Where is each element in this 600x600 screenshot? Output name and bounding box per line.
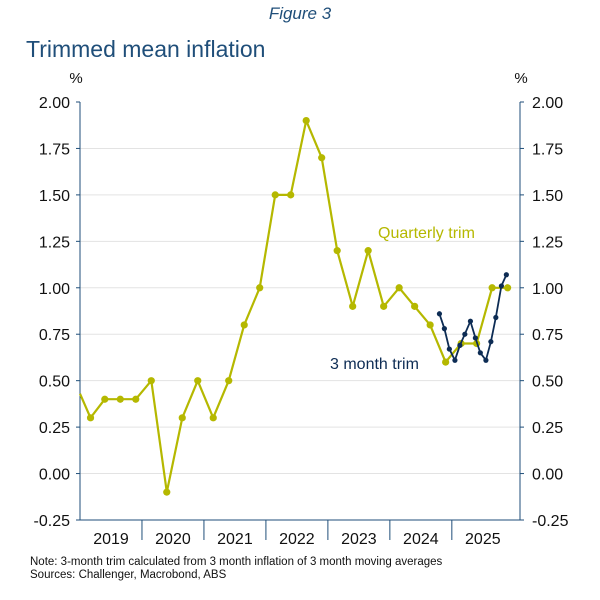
y-tick-label-right: 2.00 (532, 95, 563, 112)
y-axis-unit-left: % (69, 70, 82, 87)
y-tick-label-right: 1.00 (532, 281, 563, 298)
data-point-3-month-trim (462, 331, 468, 337)
y-tick-label-right: 1.75 (532, 141, 563, 158)
x-tick-label: 2023 (341, 531, 377, 548)
data-point-quarterly-trim (225, 377, 233, 385)
data-point-quarterly-trim (411, 302, 419, 310)
data-point-quarterly-trim (101, 395, 109, 403)
x-tick-label: 2020 (155, 531, 191, 548)
data-point-quarterly-trim (364, 247, 372, 255)
x-tick-label: 2021 (217, 531, 253, 548)
data-point-quarterly-trim (349, 302, 357, 310)
data-point-quarterly-trim (132, 395, 140, 403)
data-point-quarterly-trim (333, 247, 341, 255)
data-point-3-month-trim (483, 357, 489, 363)
data-point-quarterly-trim (163, 488, 171, 496)
figure-label: Figure 3 (268, 4, 332, 23)
series-label-quarterly-trim: Quarterly trim (378, 225, 475, 242)
y-tick-label-left: 1.25 (39, 234, 70, 251)
y-tick-label-right: 0.25 (532, 420, 563, 437)
data-point-quarterly-trim (116, 395, 124, 403)
data-point-quarterly-trim (318, 154, 326, 162)
data-point-quarterly-trim (302, 116, 310, 125)
data-point-3-month-trim (472, 335, 478, 341)
data-point-3-month-trim (503, 272, 509, 278)
y-tick-label-left: 1.75 (39, 141, 70, 158)
series (78, 116, 512, 496)
data-point-quarterly-trim (504, 284, 512, 292)
y-tick-label-left: 0.50 (39, 374, 70, 391)
data-point-quarterly-trim (287, 191, 295, 199)
data-point-3-month-trim (457, 342, 463, 348)
note-text: Note: 3-month trim calculated from 3 mon… (30, 556, 443, 568)
x-tick-label: 2024 (403, 531, 439, 548)
data-point-3-month-trim (441, 326, 447, 332)
data-point-3-month-trim (488, 339, 494, 345)
y-tick-label-right: -0.25 (532, 513, 569, 530)
data-point-quarterly-trim (426, 321, 434, 329)
y-tick-label-left: 0.00 (39, 467, 70, 484)
x-tick-label: 2022 (279, 531, 315, 548)
data-point-3-month-trim (477, 350, 483, 356)
axes (76, 101, 524, 540)
tick-labels: 2.00 2.00 1.75 1.75 1.50 1.50 1.25 1.25 1.00 1.00… (34, 95, 569, 548)
sources-text: Sources: Challenger, Macrobond, ABS (30, 569, 227, 581)
data-point-quarterly-trim (209, 414, 217, 422)
x-tick-label: 2025 (465, 531, 501, 548)
y-tick-label-right: 0.00 (532, 467, 563, 484)
data-point-quarterly-trim (380, 302, 388, 310)
y-axis-unit-right: % (514, 70, 527, 87)
y-tick-label-left: -0.25 (34, 513, 71, 530)
line-chart: 2.00 2.00 1.75 1.75 1.50 1.50 1.25 1.25 1.00 1.00… (34, 70, 569, 548)
data-point-quarterly-trim (442, 358, 450, 366)
series-label-3-month-trim: 3 month trim (330, 356, 419, 373)
data-point-quarterly-trim (178, 414, 186, 422)
y-tick-label-left: 0.75 (39, 327, 70, 344)
data-point-3-month-trim (467, 318, 474, 324)
y-tick-label-left: 1.00 (39, 281, 70, 298)
y-tick-label-right: 0.50 (532, 374, 563, 391)
data-point-3-month-trim (498, 283, 505, 289)
y-tick-label-right: 1.50 (532, 188, 563, 205)
series-line-quarterly-trim (78, 119, 508, 494)
gridlines (80, 147, 520, 475)
y-tick-label-left: 2.00 (39, 95, 70, 112)
data-point-3-month-trim (452, 357, 458, 363)
y-tick-label-right: 0.75 (532, 327, 563, 344)
data-point-quarterly-trim (395, 284, 403, 292)
data-point-quarterly-trim (240, 321, 248, 329)
y-tick-label-right: 1.25 (532, 234, 563, 251)
data-point-quarterly-trim (147, 377, 155, 385)
y-tick-label-left: 1.50 (39, 188, 70, 205)
data-point-quarterly-trim (488, 284, 496, 292)
y-tick-label-left: 0.25 (39, 420, 70, 437)
data-point-3-month-trim (493, 314, 499, 321)
data-point-quarterly-trim (86, 414, 95, 422)
data-point-quarterly-trim (194, 377, 202, 385)
chart-note: Note: 3-month trim calculated from 3 mon… (30, 556, 442, 582)
data-point-3-month-trim (436, 311, 443, 317)
chart-title: Trimmed mean inflation (26, 36, 266, 62)
data-point-3-month-trim (446, 346, 452, 352)
data-point-quarterly-trim (256, 284, 264, 292)
x-tick-label: 2019 (93, 531, 129, 548)
data-point-quarterly-trim (271, 191, 279, 199)
